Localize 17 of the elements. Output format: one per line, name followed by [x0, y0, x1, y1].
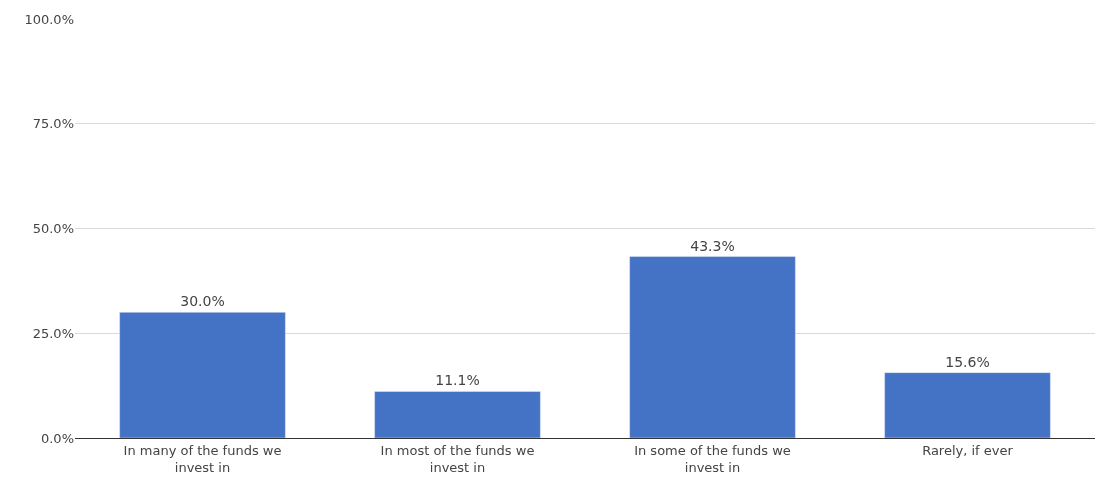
x-tick-label: In some of the funds we invest in: [634, 442, 791, 475]
x-tick-label: In most of the funds we invest in: [380, 442, 535, 475]
bar: [119, 312, 286, 438]
bar: [374, 391, 541, 438]
x-tick-label: Rarely, if ever: [922, 442, 1014, 458]
bar: [884, 372, 1051, 438]
data-label: 30.0%: [180, 293, 225, 310]
data-label: 43.3%: [690, 237, 735, 254]
y-tick-label: 0.0%: [40, 430, 74, 446]
y-tick-label: 100.0%: [24, 11, 74, 27]
data-label: 11.1%: [435, 372, 480, 389]
x-tick-label: In many of the funds we invest in: [123, 442, 282, 475]
y-tick-label: 75.0%: [32, 116, 74, 132]
bar: [629, 256, 796, 438]
data-label: 15.6%: [945, 353, 990, 370]
y-tick-label: 25.0%: [32, 325, 74, 341]
y-tick-label: 50.0%: [32, 221, 74, 237]
